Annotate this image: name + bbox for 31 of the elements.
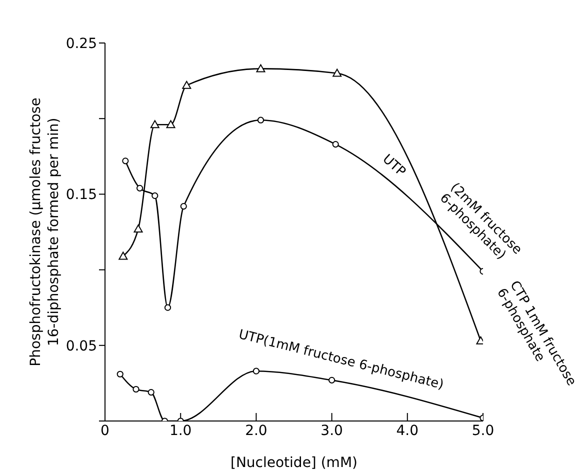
x-tick-label: 1.0	[169, 422, 192, 439]
point	[252, 368, 260, 374]
x-tick-label: 3.0	[320, 422, 343, 439]
x-tick-label: 5.0	[472, 422, 494, 439]
x-tick-label: 0	[100, 422, 110, 439]
point	[136, 184, 144, 192]
point	[182, 80, 192, 89]
point	[132, 386, 140, 393]
point	[152, 192, 158, 200]
y-tick-label: 0.15	[66, 187, 97, 204]
point	[164, 304, 172, 311]
annotation: UTP	[379, 152, 408, 180]
point	[150, 120, 160, 128]
point	[122, 158, 129, 164]
x-tick-label: 4.0	[396, 422, 419, 439]
point	[257, 116, 264, 124]
x-axis-title: [Nucleotide] (mM)	[230, 455, 358, 471]
point	[118, 252, 128, 260]
point	[332, 141, 339, 148]
y-axis-title: Phosphofructokinase (µmoles fructose 16-diphosphate formed per min)	[28, 98, 62, 366]
point	[328, 376, 336, 384]
y-tick-label: 0.25	[66, 36, 97, 52]
point	[166, 120, 176, 128]
point	[116, 370, 124, 378]
point	[332, 68, 342, 77]
point	[256, 64, 266, 72]
point	[148, 388, 154, 396]
x-tick-label: 2.0	[245, 422, 268, 439]
point	[134, 224, 143, 232]
y-tick-label: 0.05	[66, 338, 97, 354]
point	[180, 202, 187, 210]
